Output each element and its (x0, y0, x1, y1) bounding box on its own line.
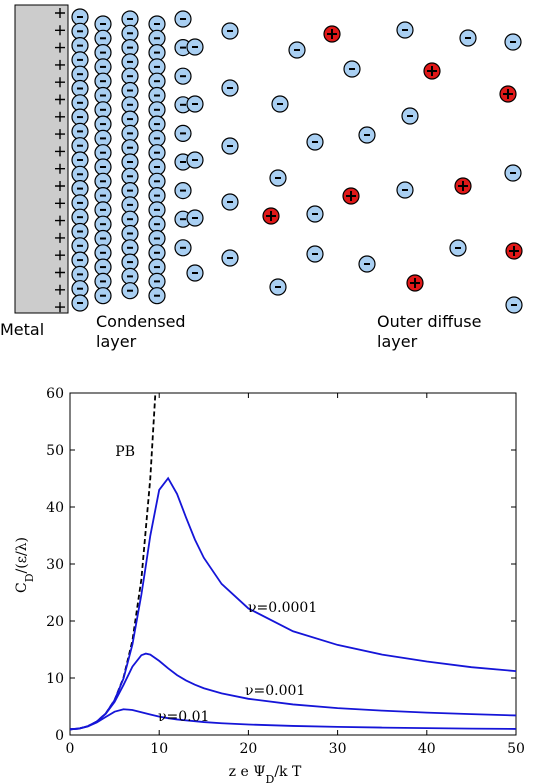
condensed-label: Condensed (96, 312, 186, 331)
series-label: ν=0.0001 (248, 600, 317, 616)
x-tick-label: 20 (239, 741, 257, 757)
x-axis-label-part: /k T (274, 764, 302, 780)
y-tick-label: 10 (46, 671, 64, 687)
surface-charge (55, 163, 65, 174)
surface-charge (55, 59, 65, 70)
ion-sign (458, 181, 468, 191)
surface-charge (55, 8, 65, 18)
surface-charge (55, 111, 65, 122)
ion-sign (427, 66, 437, 76)
x-tick-label: 30 (329, 741, 347, 757)
ion-sign (346, 191, 356, 201)
surface-charge (55, 198, 65, 209)
series-label: PB (115, 444, 135, 460)
y-axis-label-part: C (14, 582, 30, 593)
y-tick-label: 60 (46, 386, 64, 402)
y-tick-label: 40 (46, 500, 64, 516)
series-line (70, 652, 516, 731)
ion-sign (266, 211, 276, 221)
series-line (70, 708, 516, 731)
ion-sign (327, 29, 337, 39)
surface-charge (55, 25, 65, 36)
surface-charge (55, 146, 65, 157)
surface-charge (55, 232, 65, 243)
surface-charge (55, 129, 65, 140)
diffuse-label: layer (377, 332, 418, 351)
surface-charge (55, 77, 65, 88)
y-axis-label: CD/(ε/λ) (14, 537, 36, 593)
diffuse-label: Outer diffuse (377, 312, 481, 331)
x-tick-label: 40 (418, 741, 436, 757)
x-tick-label: 10 (150, 741, 168, 757)
x-axis-label-part: z e Ψ (229, 764, 266, 780)
surface-charge (55, 181, 65, 191)
surface-charge (55, 284, 65, 295)
y-tick-label: 50 (46, 443, 64, 459)
y-axis-label-part: D (23, 573, 36, 582)
x-axis-label-part: D (266, 773, 275, 783)
ion-sign (410, 278, 420, 288)
surface-charge (55, 42, 65, 53)
series-label: ν=0.01 (158, 709, 209, 725)
x-axis-label: z e ΨD/k T (229, 764, 302, 783)
surface-charge (55, 94, 65, 105)
series-line (70, 393, 157, 731)
ion-sign (503, 89, 513, 99)
double-layer-diagram: Metal Condensed layer Outer diffuse laye… (0, 4, 523, 351)
condensed-label: layer (96, 332, 137, 351)
surface-charge (55, 302, 65, 313)
y-tick-label: 20 (46, 614, 64, 630)
surface-charge (55, 215, 65, 226)
y-tick-label: 30 (46, 557, 64, 573)
ion-sign (509, 246, 519, 256)
metal-label: Metal (0, 320, 44, 339)
x-tick-label: 0 (66, 741, 75, 757)
surface-charge (55, 250, 65, 261)
metal-electrode (14, 4, 69, 314)
x-tick-label: 50 (507, 741, 525, 757)
y-tick-label: 0 (55, 728, 64, 744)
series-label: ν=0.001 (245, 683, 305, 699)
y-axis-label-part: /(ε/λ) (14, 537, 30, 573)
surface-charge (55, 267, 65, 278)
